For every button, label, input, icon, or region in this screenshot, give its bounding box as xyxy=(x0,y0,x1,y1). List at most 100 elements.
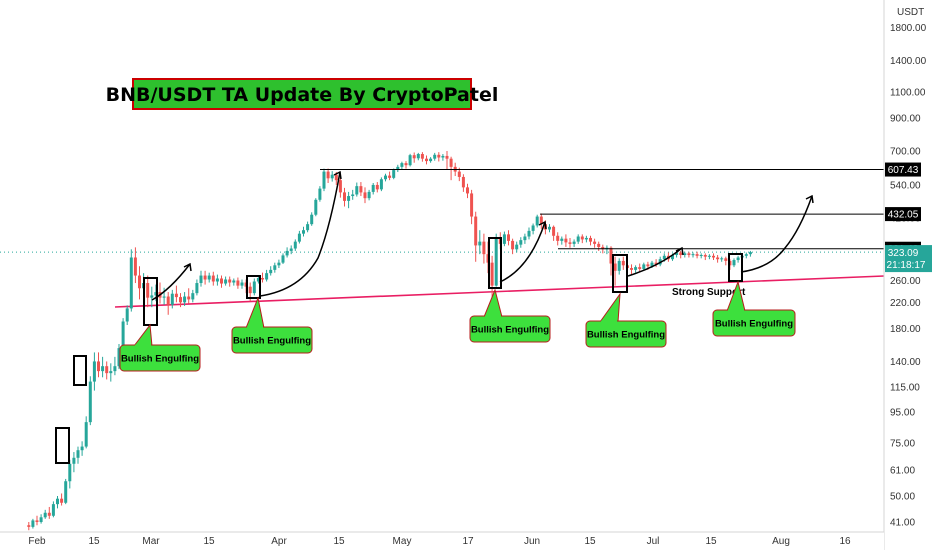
candle-body xyxy=(162,296,166,298)
candle xyxy=(642,262,646,271)
candle-body xyxy=(150,295,154,298)
x-tick-label: 15 xyxy=(88,536,100,547)
candle-body xyxy=(203,275,207,280)
candle-body xyxy=(392,170,396,178)
candle xyxy=(384,173,387,182)
candle xyxy=(732,258,736,268)
candle xyxy=(449,156,453,181)
candle xyxy=(420,152,424,162)
chart-title: BNB/USDT TA Update By CryptoPatel xyxy=(106,84,499,106)
candle xyxy=(195,279,199,296)
candle-body xyxy=(367,191,371,199)
candle xyxy=(494,233,498,287)
candle xyxy=(109,363,113,382)
candle-body xyxy=(712,255,715,258)
bullish-engulfing-callout: Bullish Engulfing xyxy=(231,296,313,354)
y-tick-label: 180.00 xyxy=(890,324,921,335)
last-price-label: 323.09 xyxy=(888,248,919,259)
candle-body xyxy=(527,230,531,237)
candle xyxy=(392,168,396,180)
candle-body xyxy=(593,241,597,244)
candle xyxy=(593,238,597,248)
candle xyxy=(92,352,96,391)
callout-pointer xyxy=(132,323,153,347)
candle-body xyxy=(597,243,601,247)
candle-body xyxy=(51,504,55,516)
candle xyxy=(531,223,535,235)
candle xyxy=(347,191,351,209)
candle xyxy=(261,272,264,283)
candle-body xyxy=(482,241,486,255)
candle-body xyxy=(535,216,539,226)
candle-body xyxy=(343,192,346,201)
callout-box xyxy=(469,315,551,343)
candle-body xyxy=(166,296,170,305)
candle-body xyxy=(404,163,408,166)
candle xyxy=(744,252,748,259)
y-tick-label: 260.00 xyxy=(890,276,921,287)
candle-body xyxy=(355,186,359,195)
candle-body xyxy=(64,481,68,503)
candle xyxy=(425,155,428,165)
candle xyxy=(363,187,367,204)
candle-body xyxy=(179,297,182,303)
candle xyxy=(265,269,269,282)
candle xyxy=(572,239,576,247)
candle-body xyxy=(138,275,141,289)
candle xyxy=(515,241,519,253)
candle-body xyxy=(560,238,564,241)
candle xyxy=(31,518,35,529)
candle-body xyxy=(351,194,355,197)
candle-body xyxy=(584,237,588,240)
candle-body xyxy=(449,158,453,167)
candle xyxy=(621,256,625,270)
candle-body xyxy=(707,255,711,257)
callout-box xyxy=(231,326,313,354)
candle xyxy=(437,152,441,162)
candle-body xyxy=(580,236,584,240)
y-tick-label: 95.00 xyxy=(890,408,915,419)
candle-body xyxy=(224,279,228,284)
candle-body xyxy=(338,180,342,193)
x-tick-label: 15 xyxy=(333,536,345,547)
candle xyxy=(322,168,326,192)
candle-body xyxy=(113,366,117,372)
candle-body xyxy=(306,224,310,231)
candle-body xyxy=(269,269,273,274)
candle-body xyxy=(228,279,232,283)
level-tag xyxy=(885,207,921,222)
candle-body xyxy=(457,171,461,177)
candle xyxy=(215,274,219,286)
candle xyxy=(306,221,310,233)
candle-body xyxy=(72,457,76,464)
candle xyxy=(203,270,207,285)
candle-body xyxy=(531,225,535,231)
candle xyxy=(281,253,285,264)
candle-body xyxy=(293,241,297,249)
candle-body xyxy=(568,242,572,244)
candle xyxy=(379,177,383,192)
candle-body xyxy=(720,258,724,260)
candle xyxy=(634,265,638,273)
candle-body xyxy=(416,154,420,159)
candle xyxy=(679,250,683,259)
candle xyxy=(716,254,720,263)
candle-body xyxy=(425,158,428,162)
candle-body xyxy=(252,281,256,294)
candle-body xyxy=(215,278,219,282)
y-tick-label: 1100.00 xyxy=(890,87,926,98)
candle-body xyxy=(679,252,683,255)
candle xyxy=(736,255,740,263)
candle-body xyxy=(724,258,728,261)
candle xyxy=(224,276,228,286)
candle-body xyxy=(548,226,551,230)
candle xyxy=(220,275,223,288)
candle xyxy=(707,254,711,260)
candle xyxy=(691,252,695,258)
candle-body xyxy=(248,286,252,294)
candle xyxy=(117,343,121,370)
candle xyxy=(318,186,322,202)
candle xyxy=(84,416,88,449)
candle-body xyxy=(326,171,330,179)
